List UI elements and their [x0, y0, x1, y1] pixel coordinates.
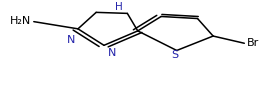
Text: N: N — [108, 48, 117, 58]
Text: S: S — [171, 50, 178, 60]
Text: H₂N: H₂N — [10, 16, 31, 26]
Text: H: H — [115, 2, 123, 12]
Text: N: N — [67, 35, 75, 45]
Text: Br: Br — [247, 38, 259, 49]
